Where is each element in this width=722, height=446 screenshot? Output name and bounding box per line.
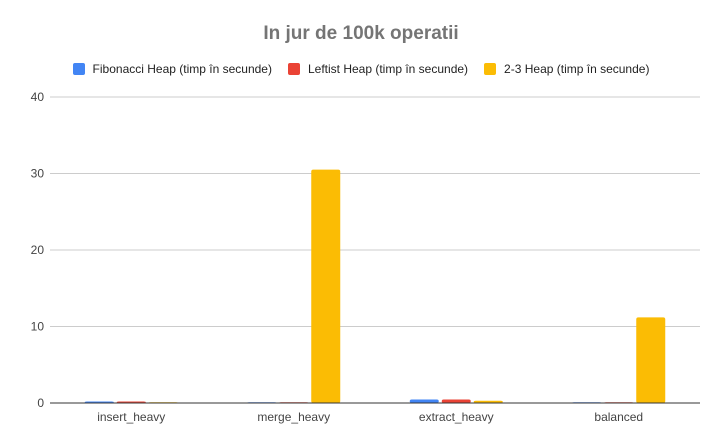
y-tick-label: 30 [31,167,45,181]
bar-extract_heavy-series-1[interactable] [441,399,471,403]
legend-swatch-fibonacci [72,63,85,75]
x-tick-label: insert_heavy [97,410,165,424]
bars [84,169,666,403]
bar-extract_heavy-series-2[interactable] [473,400,503,403]
legend-label-fibonacci: Fibonacci Heap (timp în secunde) [92,62,272,76]
bar-merge_heavy-series-2[interactable] [311,169,341,403]
y-tick-label: 0 [37,396,44,410]
legend-item-leftist[interactable]: Leftist Heap (timp în secunde) [287,62,469,76]
y-axis-ticks: 0 10 20 30 40 [31,90,45,410]
x-tick-label: extract_heavy [419,410,494,424]
legend-swatch-2-3-heap [484,63,497,75]
legend-swatch-leftist [287,63,300,75]
legend-label-2-3-heap: 2-3 Heap (timp în secunde) [504,62,650,76]
bar-extract_heavy-series-0[interactable] [409,399,439,403]
x-tick-label: merge_heavy [257,410,330,424]
y-tick-label: 20 [31,243,45,257]
x-tick-label: balanced [594,410,643,424]
legend: Fibonacci Heap (timp în secunde) Leftist… [0,60,722,78]
x-axis-ticks: insert_heavy merge_heavy extract_heavy bala… [97,410,643,424]
chart-title: In jur de 100k operatii [263,23,459,44]
y-tick-label: 10 [31,320,45,334]
gridlines [50,96,700,327]
bar-balanced-series-2[interactable] [636,317,666,403]
y-tick-label: 40 [31,90,45,104]
legend-item-fibonacci[interactable]: Fibonacci Heap (timp în secunde) [72,62,272,76]
legend-item-2-3-heap[interactable]: 2-3 Heap (timp în secunde) [484,62,649,76]
legend-label-leftist: Leftist Heap (timp în secunde) [307,62,469,76]
